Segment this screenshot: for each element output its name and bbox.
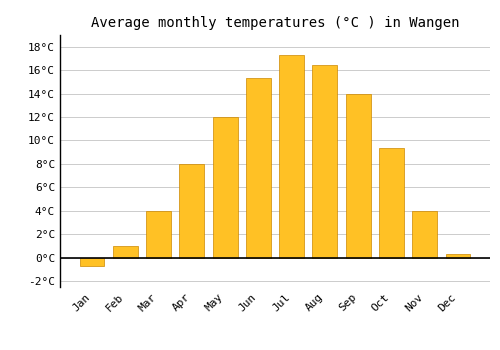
Bar — [146, 211, 171, 258]
Bar — [212, 117, 238, 258]
Bar — [80, 258, 104, 266]
Bar — [246, 78, 271, 258]
Bar — [412, 211, 437, 258]
Title: Average monthly temperatures (°C ) in Wangen: Average monthly temperatures (°C ) in Wa… — [91, 16, 459, 30]
Bar — [346, 93, 370, 258]
Bar — [279, 55, 304, 258]
Bar — [113, 246, 138, 258]
Bar — [446, 254, 470, 258]
Bar — [312, 65, 338, 258]
Bar — [180, 164, 204, 258]
Bar — [379, 147, 404, 258]
